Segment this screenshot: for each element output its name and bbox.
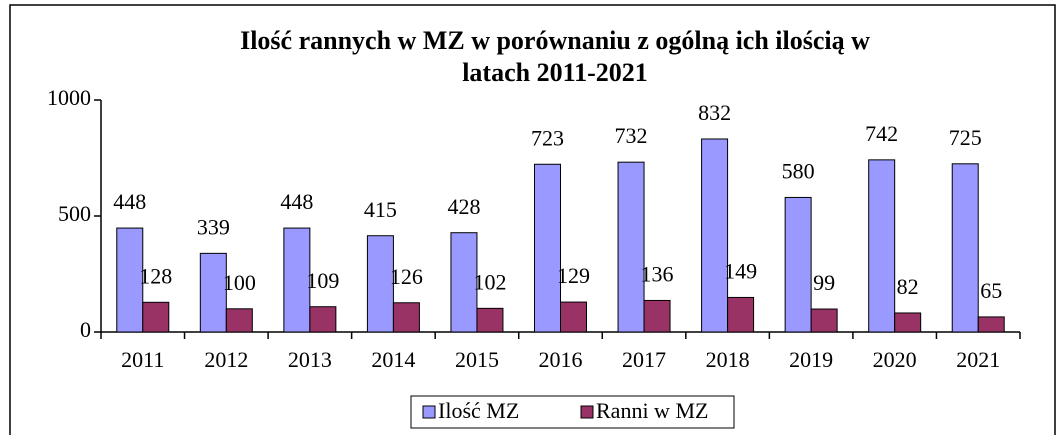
chart-title: latach 2011-2021 [462, 58, 648, 87]
bar [392, 302, 420, 333]
x-tick-label: 2018 [706, 347, 750, 372]
bar [810, 308, 838, 333]
x-tick-label: 2013 [288, 347, 332, 372]
data-label: 725 [949, 125, 982, 150]
bar [283, 227, 311, 333]
bar [951, 163, 979, 333]
x-tick-label: 2016 [539, 347, 583, 372]
data-label: 732 [615, 123, 648, 148]
data-label: 99 [813, 270, 835, 295]
x-tick-label: 2017 [622, 347, 666, 372]
data-label: 128 [139, 263, 172, 288]
bar [784, 196, 812, 333]
data-label: 448 [280, 189, 313, 214]
x-tick-label: 2019 [789, 347, 833, 372]
data-label: 65 [980, 278, 1002, 303]
x-tick-label: 2014 [371, 347, 415, 372]
bar [309, 306, 337, 333]
bar [142, 301, 170, 333]
legend-label: Ilość MZ [438, 398, 519, 423]
legend-box [410, 395, 735, 429]
x-tick-label: 2012 [204, 347, 248, 372]
data-label: 832 [698, 100, 731, 125]
data-label: 428 [447, 194, 480, 219]
data-label: 82 [897, 274, 919, 299]
y-tick-label: 0 [80, 317, 91, 342]
x-tick-label: 2021 [956, 347, 1000, 372]
x-tick-label: 2011 [121, 347, 164, 372]
bar [868, 159, 896, 333]
bar [560, 301, 587, 333]
data-label: 742 [865, 121, 898, 146]
data-label: 126 [390, 264, 423, 289]
data-label: 149 [724, 258, 757, 283]
bar [727, 296, 755, 333]
data-label: 448 [113, 189, 146, 214]
chart-title: Ilość rannych w MZ w porównaniu z ogólną… [240, 26, 870, 55]
bar [701, 138, 729, 333]
data-label: 102 [473, 269, 506, 294]
bar [617, 161, 645, 333]
data-label: 100 [223, 270, 256, 295]
x-tick-label: 2020 [873, 347, 917, 372]
bar [366, 235, 394, 333]
bar [199, 252, 227, 333]
bar [643, 299, 671, 333]
chart-frame [9, 4, 1056, 435]
data-label: 339 [197, 214, 230, 239]
legend-swatch [580, 405, 594, 419]
bar [894, 312, 922, 333]
x-tick-label: 2015 [455, 347, 499, 372]
bar [450, 232, 478, 333]
y-tick-label: 1000 [47, 85, 91, 110]
data-label: 129 [557, 263, 590, 288]
bar [977, 316, 1005, 333]
data-label: 723 [531, 125, 564, 150]
legend-swatch [422, 405, 436, 419]
bar [534, 163, 561, 333]
legend-label: Ranni w MZ [596, 398, 708, 423]
bar [225, 308, 253, 333]
y-tick-label: 500 [58, 201, 91, 226]
bar [476, 307, 504, 333]
data-label: 580 [782, 158, 815, 183]
data-label: 136 [641, 261, 674, 286]
bar [116, 227, 144, 333]
data-label: 109 [306, 268, 339, 293]
data-label: 415 [364, 197, 397, 222]
